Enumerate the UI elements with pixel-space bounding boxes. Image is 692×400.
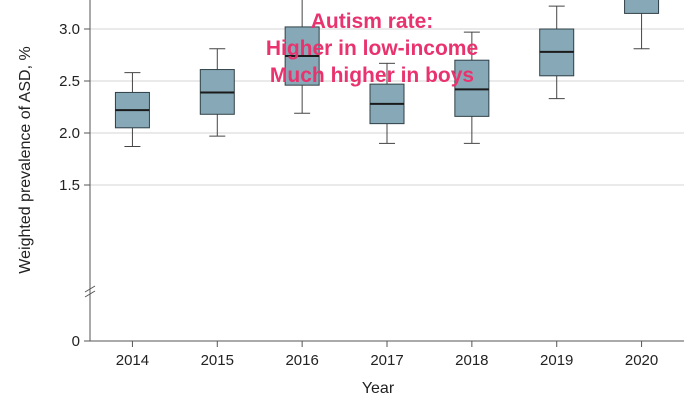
annotation: Autism rate: Higher in low-income Much hig…: [266, 10, 478, 87]
box-2018: [454, 31, 490, 144]
annotation-line: Much higher in boys: [270, 64, 474, 87]
x-axis-title: Year: [362, 380, 395, 397]
y-tick-label: 1.5: [59, 177, 80, 194]
box-2016: [284, 0, 320, 114]
box-2015: [199, 48, 235, 137]
box-2020: [624, 0, 660, 50]
y-tick-label: 2.5: [59, 73, 80, 90]
box-series: [114, 0, 660, 148]
y-axis-title: Weighted prevalence of ASD, %: [17, 46, 34, 273]
x-tick-label: 2014: [116, 352, 149, 369]
axes: 01.52.02.53.03.54.0201420152016201720182…: [59, 0, 684, 369]
annotation-line: Higher in low-income: [266, 37, 478, 60]
x-tick-label: 2018: [455, 352, 488, 369]
y-tick-label: 2.0: [59, 125, 80, 142]
x-tick-label: 2016: [285, 352, 318, 369]
x-tick-label: 2020: [625, 352, 658, 369]
iqr-box: [624, 0, 660, 14]
box-2014: [114, 72, 150, 148]
x-tick-label: 2019: [540, 352, 573, 369]
annotation-line: Autism rate:: [311, 10, 434, 33]
box-2017: [369, 62, 405, 144]
box-2019: [539, 5, 575, 100]
iqr-box: [454, 59, 490, 117]
x-tick-label: 2015: [201, 352, 234, 369]
y-tick-label: 3.0: [59, 21, 80, 38]
x-tick-label: 2017: [370, 352, 403, 369]
y-tick-label: 0: [72, 333, 80, 350]
